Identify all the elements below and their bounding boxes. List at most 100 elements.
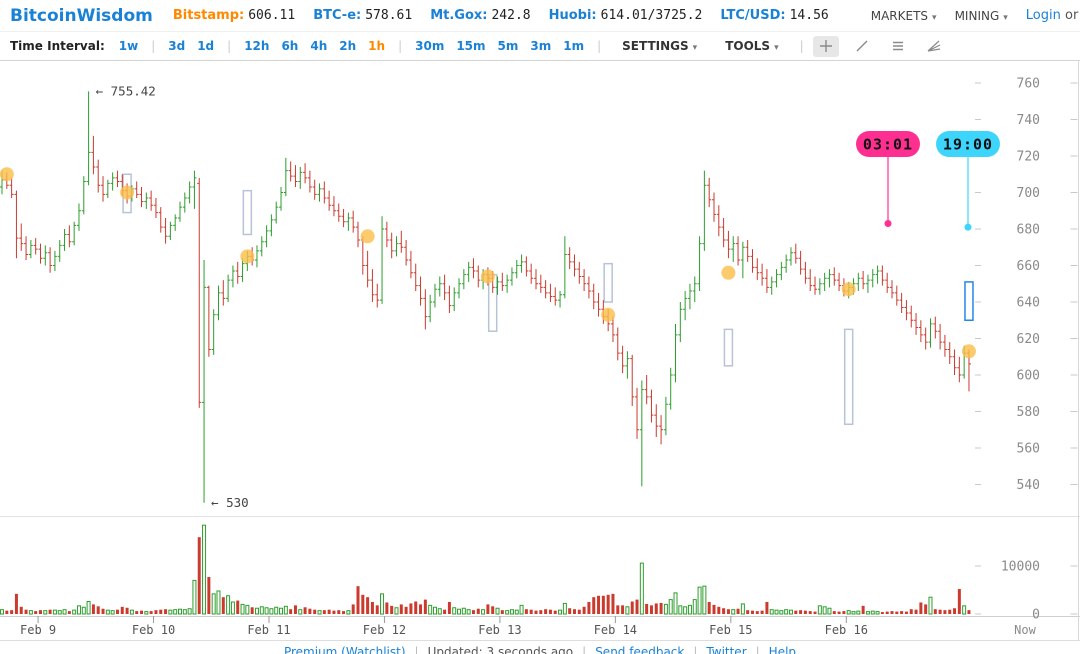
ticker-bitstamp[interactable]: Bitstamp: 606.11 [173, 8, 295, 23]
footer-link[interactable]: Help [768, 645, 797, 654]
ticker-value: 242.8 [491, 8, 531, 23]
chevron-down-icon: ▾ [1003, 12, 1008, 23]
day-label: Feb 15 [709, 623, 752, 637]
ticker-label: LTC/USD: [720, 8, 786, 23]
interval-4h[interactable]: 4h [310, 39, 328, 53]
settings-menu-label: SETTINGS [622, 39, 689, 53]
rect-drawing[interactable] [603, 262, 613, 303]
top-bar: BitcoinWisdom Bitstamp: 606.11 BTC-e: 578.6… [0, 0, 1080, 32]
mining-menu-label: MINING [954, 8, 1000, 23]
footer: Premium (Watchlist) | Updated: 3 seconds a… [0, 640, 1080, 654]
volume-tick-label: 0 [1032, 608, 1040, 623]
dot-marker[interactable] [480, 269, 495, 284]
interval-list: 1w | 3d 1d | 12h 6h 4h 2h 1h | 30m 15m 5m 3m 1m | [113, 39, 608, 53]
interval-12h[interactable]: 12h [244, 39, 270, 53]
ticker-value: 606.11 [248, 8, 296, 23]
price-tick-label: 560 [1017, 442, 1040, 457]
dot-marker[interactable] [360, 229, 375, 244]
ticker-huobi[interactable]: Huobi: 614.01/3725.2 [549, 8, 703, 23]
candlestick-chart[interactable]: 760 740 720 700 680 660 640 620 600 580 560 540 1000… [0, 61, 1080, 640]
crosshair-icon [819, 40, 832, 52]
high-price-annotation: ← 755.42 [96, 83, 156, 98]
chevron-down-icon: ▾ [692, 43, 698, 53]
time-bubble-0301[interactable]: 03:01 [856, 131, 920, 228]
dot-marker[interactable] [841, 282, 856, 297]
interval-1h[interactable]: 1h [368, 39, 386, 53]
interval-group-divider: | [227, 39, 232, 53]
rect-drawing[interactable] [242, 189, 253, 236]
interval-5m[interactable]: 5m [497, 39, 519, 53]
dot-markers [0, 167, 976, 359]
trendline-tool-button[interactable] [849, 36, 875, 57]
day-label: Feb 16 [825, 623, 868, 637]
dot-marker[interactable] [0, 167, 14, 182]
interval-6h[interactable]: 6h [281, 39, 299, 53]
price-tick-label: 540 [1017, 478, 1040, 493]
footer-link[interactable]: Send feedback [595, 645, 685, 654]
volume-axis: 10000 0 [975, 560, 1078, 623]
interval-30m[interactable]: 30m [415, 39, 445, 53]
selected-rect-drawing[interactable] [964, 281, 974, 322]
candlestick-series [0, 91, 971, 503]
ticker-mtgox[interactable]: Mt.Gox: 242.8 [430, 8, 530, 23]
price-tick-label: 720 [1017, 150, 1040, 165]
price-tick-label: 600 [1017, 369, 1040, 384]
ticker-value: 14.56 [789, 8, 829, 23]
ticker-label: Huobi: [548, 8, 597, 23]
ticker-value: 614.01/3725.2 [600, 8, 703, 23]
interval-1d[interactable]: 1d [197, 39, 215, 53]
interval-3d[interactable]: 3d [168, 39, 186, 53]
or-text: or [1065, 8, 1079, 23]
tools-menu[interactable]: TOOLS ▾ [725, 39, 778, 53]
price-tick-label: 580 [1017, 405, 1040, 420]
time-interval-label: Time Interval: [10, 39, 105, 53]
interval-group-divider: | [398, 39, 403, 53]
time-bubble-1900[interactable]: 19:00 [936, 131, 1000, 231]
market-tickers: Bitstamp: 606.11 BTC-e: 578.61 Mt.Gox: 242.8 H… [173, 8, 847, 23]
markets-menu[interactable]: MARKETS ▾ [871, 9, 937, 23]
interval-2h[interactable]: 2h [339, 39, 357, 53]
ticker-btc-e[interactable]: BTC-e: 578.61 [313, 8, 412, 23]
login-link[interactable]: Login [1025, 8, 1061, 23]
volume-series [0, 524, 971, 615]
rect-drawing[interactable] [723, 328, 734, 367]
mining-menu[interactable]: MINING ▾ [955, 9, 1008, 23]
interval-group-divider: | [597, 39, 602, 53]
footer-link[interactable]: Twitter [706, 645, 747, 654]
settings-menu[interactable]: SETTINGS ▾ [622, 39, 697, 53]
chevron-down-icon: ▾ [932, 12, 937, 23]
toolbar-divider: | [799, 39, 804, 53]
interval-1m[interactable]: 1m [563, 39, 585, 53]
ticker-value: 578.61 [365, 8, 413, 23]
ticker-ltcusd[interactable]: LTC/USD: 14.56 [720, 8, 828, 23]
chart-toolbar: Time Interval: 1w | 3d 1d | 12h 6h 4h 2h 1h | 30m 15… [0, 32, 1080, 61]
dot-marker[interactable] [721, 265, 736, 280]
price-tick-label: 760 [1017, 77, 1040, 92]
dot-marker[interactable] [120, 185, 135, 200]
interval-3m[interactable]: 3m [530, 39, 552, 53]
ticker-label: BTC-e: [313, 8, 362, 23]
price-tick-label: 700 [1017, 186, 1040, 201]
interval-1w[interactable]: 1w [118, 39, 139, 53]
day-label: Feb 13 [478, 623, 521, 637]
dot-marker[interactable] [601, 307, 616, 322]
now-label: Now [1014, 623, 1036, 637]
dot-marker[interactable] [961, 344, 976, 359]
chevron-down-icon: ▾ [774, 43, 779, 53]
fib-retracement-tool-button[interactable] [885, 36, 911, 57]
auth-links: Login or Register [1026, 8, 1080, 23]
crosshair-tool-button[interactable] [812, 35, 839, 57]
ticker-label: Mt.Gox: [430, 8, 488, 23]
price-tick-label: 660 [1017, 259, 1040, 274]
price-axis: 760 740 720 700 680 660 640 620 600 580 560 540 [975, 77, 1078, 493]
price-tick-label: 620 [1017, 332, 1040, 347]
footer-link[interactable]: Premium (Watchlist) [283, 645, 406, 654]
interval-15m[interactable]: 15m [456, 39, 486, 53]
logo[interactable]: BitcoinWisdom [10, 5, 153, 26]
fib-fan-tool-button[interactable] [921, 36, 947, 57]
ticker-label: Bitstamp: [172, 8, 245, 23]
dot-marker[interactable] [240, 249, 255, 264]
time-bubble-label: 19:00 [943, 136, 993, 154]
rect-drawing[interactable] [843, 328, 854, 426]
interval-group-divider: | [151, 39, 156, 53]
